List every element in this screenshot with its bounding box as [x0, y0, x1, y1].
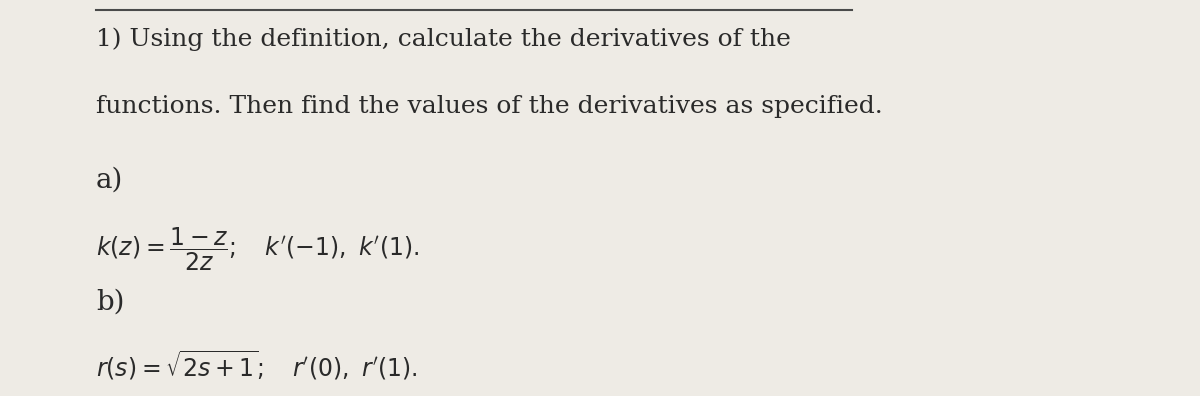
Text: functions. Then find the values of the derivatives as specified.: functions. Then find the values of the d…	[96, 95, 883, 118]
Text: b): b)	[96, 289, 125, 316]
Text: a): a)	[96, 166, 124, 193]
Text: $k(z) = \dfrac{1-z}{2z};\quad k'(-1),\ k'(1).$: $k(z) = \dfrac{1-z}{2z};\quad k'(-1),\ k…	[96, 226, 419, 273]
Text: $r(s) = \sqrt{2s+1};\quad r'(0),\ r'(1).$: $r(s) = \sqrt{2s+1};\quad r'(0),\ r'(1).…	[96, 348, 418, 382]
Text: 1) Using the definition, calculate the derivatives of the: 1) Using the definition, calculate the d…	[96, 28, 791, 51]
